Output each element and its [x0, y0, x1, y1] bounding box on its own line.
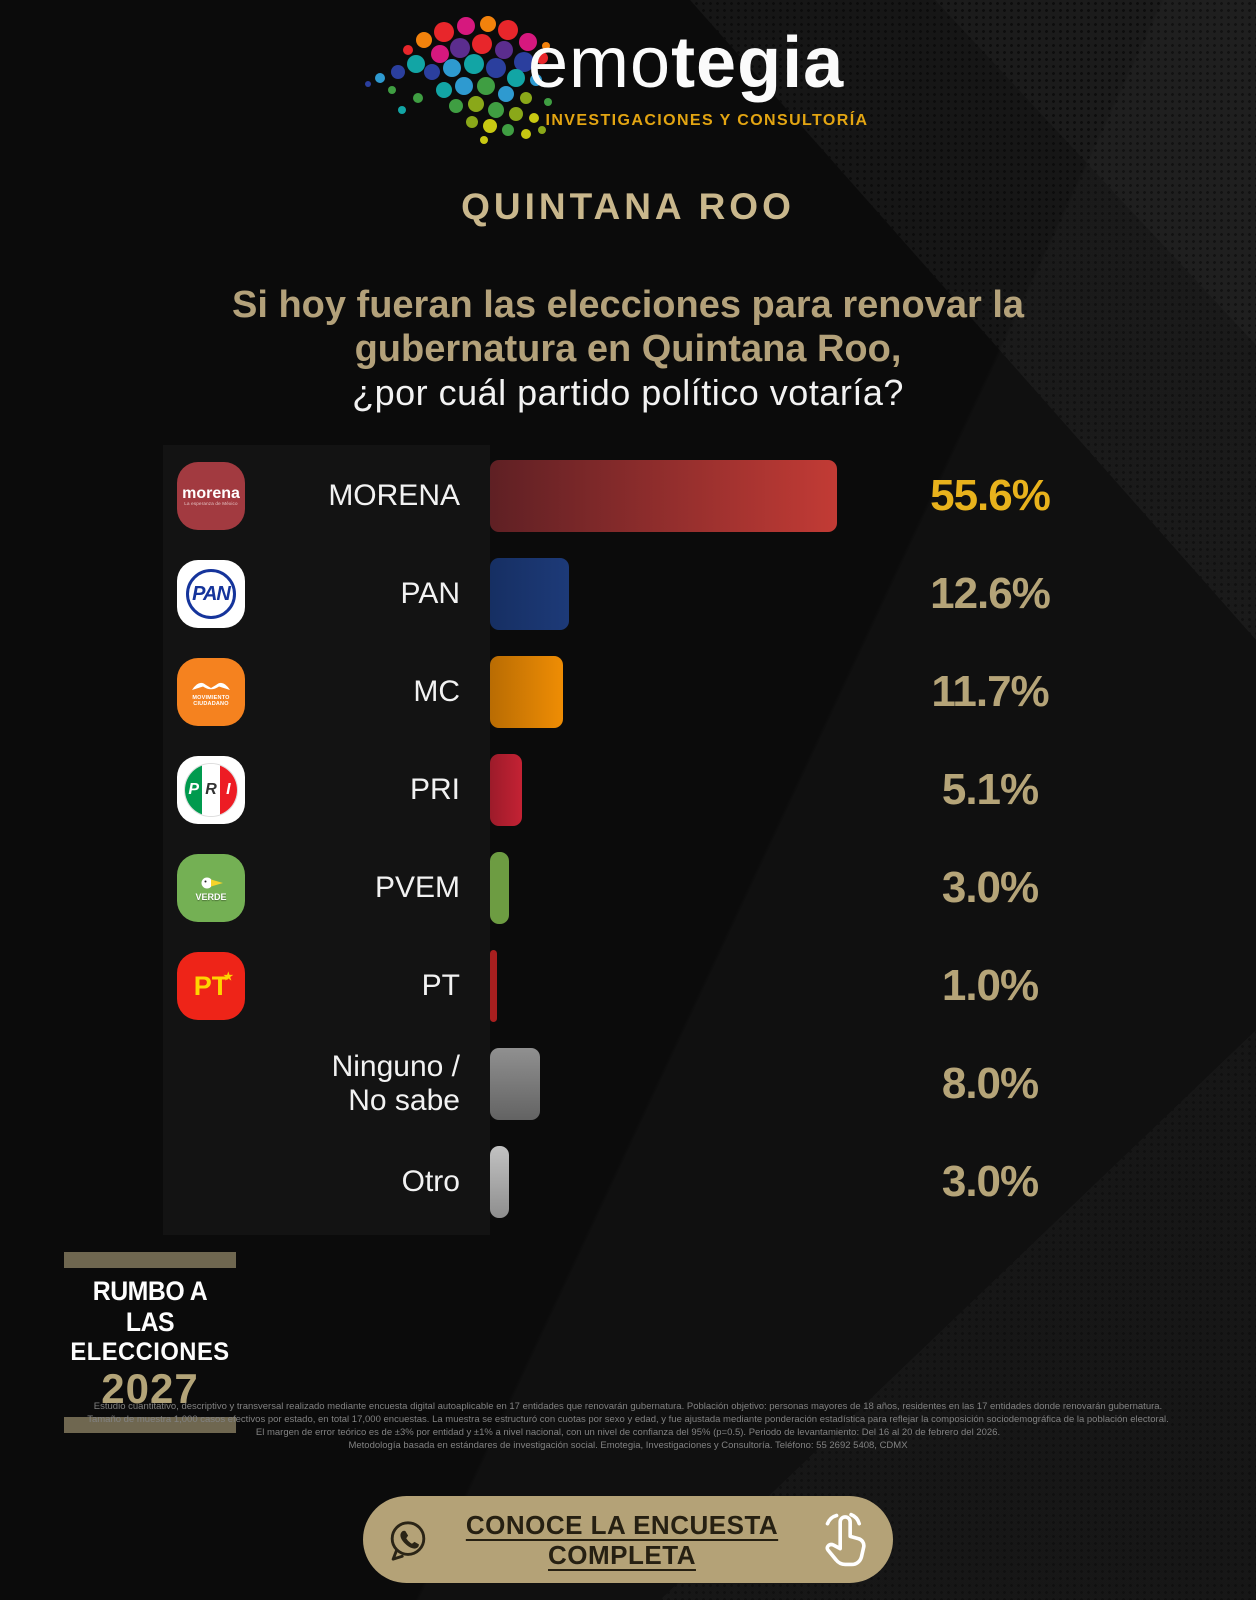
cta-label: CONOCE LA ENCUESTA COMPLETA [431, 1510, 813, 1570]
bar-pri [490, 754, 522, 826]
bar-ninguno-no-sabe [490, 1048, 540, 1120]
party-label-morena: MORENA [328, 479, 460, 512]
footnote-line3: El margen de error teórico es de ±3% por… [255, 1427, 1001, 1438]
value-pan: 12.6% [930, 569, 1051, 618]
badge-bottom-bar [64, 1417, 236, 1433]
brand-subtitle: INVESTIGACIONES Y CONSULTORÍA [545, 112, 869, 129]
value-pri: 5.1% [941, 765, 1039, 814]
brand-bold: tegia [671, 23, 845, 103]
party-label-mc: MC [413, 675, 460, 708]
party-icon-slot-mc: MOVIMIENTO CIUDADANO [177, 658, 245, 726]
chart-row-pt: PT ★ PT 1.0% [163, 937, 1163, 1035]
chart-row-pri: P R I PRI 5.1% [163, 741, 1163, 839]
value-ninguno-no-sabe: 8.0% [941, 1059, 1039, 1108]
value-pt: 1.0% [941, 961, 1039, 1010]
pvem-logo-icon: VERDE [177, 854, 245, 922]
party-icon-slot-ninguno-no-sabe [177, 1050, 245, 1118]
footnote-line2: Tamaño de muestra 1,000 casos efectivos … [87, 1414, 1169, 1425]
poll-bar-chart: morena La esperanza de México MORENA 55.6% P… [163, 447, 1163, 1231]
chart-row-mc: MOVIMIENTO CIUDADANO MC 11.7% [163, 643, 1163, 741]
pan-logo-icon: PAN [177, 560, 245, 628]
bar-morena [490, 460, 837, 532]
bar-pan [490, 558, 569, 630]
party-label-pri: PRI [409, 773, 460, 806]
bar-pt [490, 950, 497, 1022]
question-line3: ¿por cuál partido político votaría? [352, 372, 904, 413]
footnote-line4: Metodología basada en estándares de inve… [348, 1440, 908, 1451]
party-label-otro: Otro [401, 1165, 460, 1198]
emotegia-logo-dots [365, 16, 552, 144]
chart-row-morena: morena La esperanza de México MORENA 55.6% [163, 447, 1163, 545]
party-label-ninguno-no-sabe: Ninguno / No sabe [331, 1050, 460, 1117]
pt-logo-icon: PT ★ [177, 952, 245, 1020]
value-morena: 55.6% [930, 471, 1051, 520]
party-icon-slot-otro [177, 1148, 245, 1216]
cta-label-line2: COMPLETA [548, 1539, 696, 1570]
brand-wordmark: emotegia [528, 24, 844, 102]
question-line2: gubernatura en Quintana Roo, [354, 328, 902, 370]
cta-label-line1: CONOCE LA ENCUESTA [465, 1509, 779, 1540]
methodology-footnote: Estudio cuantitativo, descriptivo y tran… [63, 1400, 1193, 1452]
party-label-pt: PT [421, 969, 460, 1002]
whatsapp-icon [390, 1520, 426, 1561]
bar-pvem [490, 852, 509, 924]
chart-row-otro: Otro 3.0% [163, 1133, 1163, 1231]
party-icon-slot-pvem: VERDE [177, 854, 245, 922]
tap-hand-icon [825, 1512, 866, 1566]
morena-logo-icon: morena La esperanza de México [177, 462, 245, 530]
rumbo-elecciones-badge: RUMBO A LAS ELECCIONES 2027 [64, 1252, 236, 1433]
value-mc: 11.7% [931, 667, 1049, 716]
chart-row-pvem: VERDE PVEM 3.0% [163, 839, 1163, 937]
badge-top-bar [64, 1252, 236, 1268]
party-icon-slot-morena: morena La esperanza de México [177, 462, 245, 530]
bar-otro [490, 1146, 509, 1218]
bar-mc [490, 656, 563, 728]
party-label-pan: PAN [400, 577, 460, 610]
party-icon-slot-pt: PT ★ [177, 952, 245, 1020]
brand-light: emo [528, 23, 672, 103]
conoce-encuesta-button[interactable]: CONOCE LA ENCUESTA COMPLETA [363, 1496, 893, 1583]
badge-year: 2027 [101, 1365, 199, 1412]
party-icon-slot-pan: PAN [177, 560, 245, 628]
mc-logo-icon: MOVIMIENTO CIUDADANO [177, 658, 245, 726]
badge-line2: ELECCIONES [70, 1338, 230, 1366]
footnote-line1: Estudio cuantitativo, descriptivo y tran… [93, 1401, 1163, 1412]
party-label-pvem: PVEM [374, 871, 460, 904]
badge-line1: RUMBO A LAS [92, 1276, 208, 1337]
chart-row-ninguno-no-sabe: Ninguno / No sabe 8.0% [163, 1035, 1163, 1133]
value-otro: 3.0% [941, 1157, 1039, 1206]
state-title: QUINTANA ROO [461, 186, 795, 227]
value-pvem: 3.0% [941, 863, 1039, 912]
question-line1: Si hoy fueran las elecciones para renova… [231, 284, 1025, 326]
chart-row-pan: PAN PAN 12.6% [163, 545, 1163, 643]
